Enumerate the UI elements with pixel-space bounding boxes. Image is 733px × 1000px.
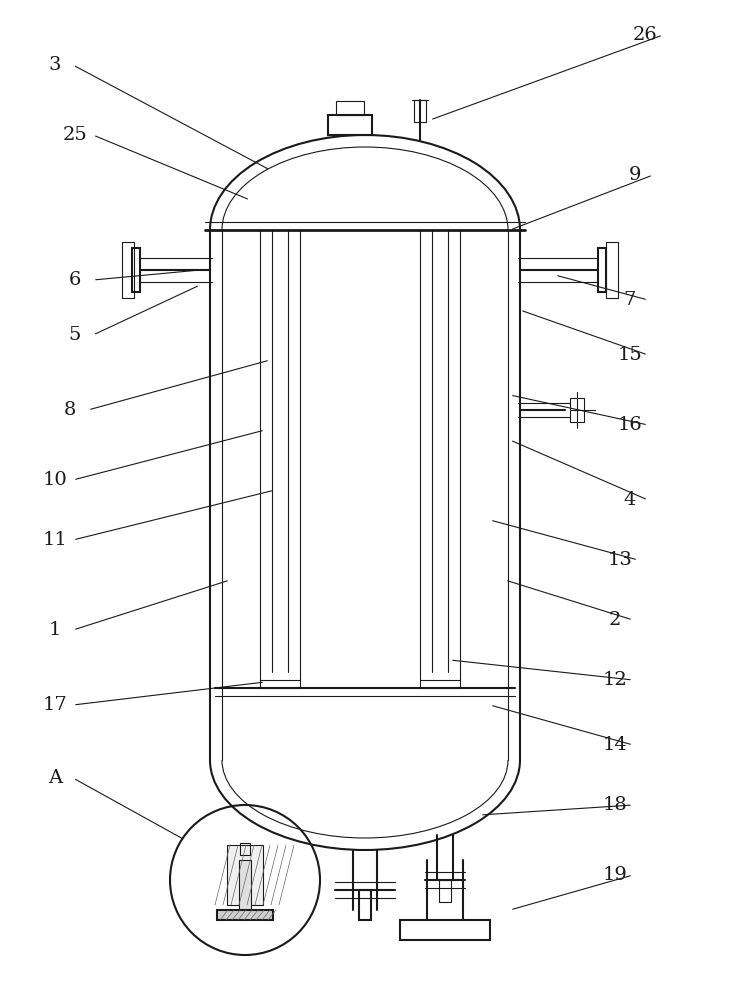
Bar — [239, 860, 251, 915]
Bar — [260, 680, 300, 688]
Text: 17: 17 — [43, 696, 67, 714]
Text: 6: 6 — [69, 271, 81, 289]
Bar — [414, 100, 426, 122]
Bar — [570, 398, 584, 422]
Text: 16: 16 — [618, 416, 642, 434]
Bar — [132, 248, 140, 292]
Text: A: A — [48, 769, 62, 787]
Text: 14: 14 — [603, 736, 627, 754]
Bar — [606, 242, 618, 298]
Bar — [336, 101, 364, 115]
Text: 19: 19 — [603, 866, 627, 884]
Text: 9: 9 — [629, 166, 641, 184]
Text: 25: 25 — [62, 126, 87, 144]
Text: 11: 11 — [43, 531, 67, 549]
Text: 15: 15 — [618, 346, 642, 364]
Text: 12: 12 — [603, 671, 627, 689]
Text: 8: 8 — [64, 401, 76, 419]
Text: 1: 1 — [49, 621, 61, 639]
Bar — [439, 880, 451, 902]
Bar — [420, 680, 460, 688]
Text: 7: 7 — [624, 291, 636, 309]
Text: 26: 26 — [633, 26, 658, 44]
Bar — [240, 843, 250, 855]
Text: 3: 3 — [49, 56, 62, 74]
Text: 5: 5 — [69, 326, 81, 344]
Bar — [122, 242, 134, 298]
Text: 2: 2 — [609, 611, 621, 629]
Text: 10: 10 — [43, 471, 67, 489]
Text: 18: 18 — [603, 796, 627, 814]
Bar — [227, 845, 263, 905]
Text: 13: 13 — [608, 551, 633, 569]
Bar — [359, 890, 371, 920]
Bar — [217, 910, 273, 920]
Bar — [328, 115, 372, 135]
Bar — [400, 920, 490, 940]
Bar — [598, 248, 606, 292]
Text: 4: 4 — [624, 491, 636, 509]
